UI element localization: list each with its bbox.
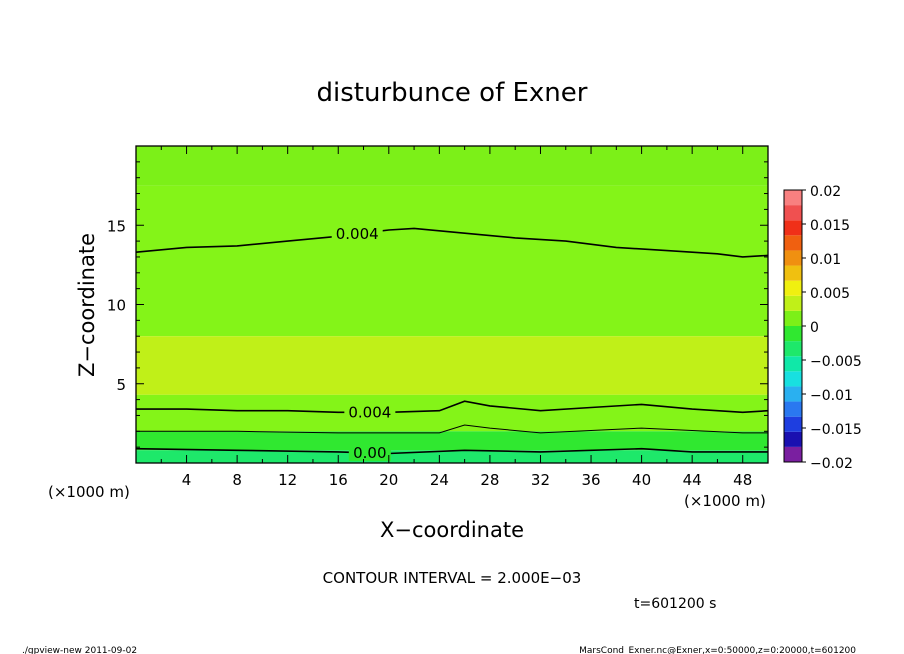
field-band-4 bbox=[136, 431, 768, 451]
x-tick-label-36: 36 bbox=[581, 471, 600, 489]
colorbar-box-0 bbox=[784, 446, 802, 462]
colorbar-box-12 bbox=[784, 265, 802, 281]
x-tick-label-16: 16 bbox=[329, 471, 348, 489]
y-axis-label: Z−coordinate bbox=[75, 233, 99, 377]
colorbar: 0.02 0.015 0.01 0.005 0 −0.005 −0.01 −0.015 −0.0… bbox=[783, 184, 862, 472]
colorbar-labels: 0.02 0.015 0.01 0.005 0 −0.005 −0.01 −0.015 −0.0… bbox=[802, 184, 862, 472]
colorbar-label-4: 0 bbox=[810, 320, 819, 336]
contour-lines bbox=[135, 227, 769, 455]
x-tick-label-40: 40 bbox=[632, 471, 651, 489]
colorbar-box-10 bbox=[784, 295, 802, 311]
field-bands bbox=[136, 146, 768, 463]
colorbar-box-16 bbox=[784, 205, 802, 221]
colorbar-label-5: −0.005 bbox=[810, 354, 862, 370]
contour-label-bg-0 bbox=[331, 225, 383, 242]
x-tick-label-28: 28 bbox=[480, 471, 499, 489]
colorbar-label-2: 0.01 bbox=[810, 252, 841, 268]
contour-label-bg-1 bbox=[344, 404, 396, 421]
y-ticks: 5 10 15 bbox=[107, 161, 768, 448]
contour-line-3 bbox=[135, 447, 768, 455]
colorbar-box-6 bbox=[784, 356, 802, 372]
contour-interval-note: CONTOUR INTERVAL = 2.000E−03 bbox=[323, 569, 582, 587]
colorbar-boxes bbox=[784, 190, 802, 462]
colorbar-label-8: −0.02 bbox=[810, 456, 853, 472]
y-tick-label-15: 15 bbox=[107, 217, 126, 235]
field-band-3 bbox=[136, 394, 768, 432]
colorbar-box-13 bbox=[784, 250, 802, 266]
x-tick-label-32: 32 bbox=[531, 471, 550, 489]
colorbar-label-6: −0.01 bbox=[810, 388, 853, 404]
contour-line-0 bbox=[135, 227, 769, 258]
x-ticks: 4 8 12 16 20 24 28 32 36 40 44 48 bbox=[160, 146, 752, 489]
footer-right: MarsCond_Exner.nc@Exner,x=0:50000,z=0:20… bbox=[579, 646, 856, 654]
x-tick-label-8: 8 bbox=[232, 471, 242, 489]
contour-label-0: 0.004 bbox=[336, 225, 379, 243]
field-band-0 bbox=[136, 146, 768, 186]
x-tick-label-48: 48 bbox=[733, 471, 752, 489]
colorbar-box-15 bbox=[784, 220, 802, 236]
contour-label-3: 0.00 bbox=[353, 444, 386, 462]
time-note: t=601200 s bbox=[634, 596, 716, 612]
x-tick-label-4: 4 bbox=[182, 471, 192, 489]
x-unit-left: (×1000 m) bbox=[48, 483, 130, 501]
colorbar-label-3: 0.005 bbox=[810, 286, 850, 302]
footer-left: ./gpview-new 2011-09-02 bbox=[22, 646, 137, 654]
x-tick-label-20: 20 bbox=[379, 471, 398, 489]
x-tick-label-12: 12 bbox=[278, 471, 297, 489]
colorbar-box-14 bbox=[784, 235, 802, 251]
contour-label-bg-3 bbox=[348, 444, 391, 461]
colorbar-box-9 bbox=[784, 310, 802, 326]
colorbar-box-8 bbox=[784, 326, 802, 342]
chart-title: disturbunce of Exner bbox=[317, 78, 588, 108]
colorbar-box-2 bbox=[784, 416, 802, 432]
x-tick-label-44: 44 bbox=[683, 471, 702, 489]
colorbar-box-17 bbox=[784, 190, 802, 206]
field-band-5 bbox=[136, 450, 768, 463]
colorbar-label-1: 0.015 bbox=[810, 218, 850, 234]
colorbar-box-3 bbox=[784, 401, 802, 417]
y-tick-label-5: 5 bbox=[116, 376, 126, 394]
contour-line-1 bbox=[136, 400, 769, 414]
x-unit-right: (×1000 m) bbox=[684, 492, 766, 510]
contour-label-1: 0.004 bbox=[348, 403, 391, 421]
colorbar-label-7: −0.015 bbox=[810, 422, 862, 438]
colorbar-box-7 bbox=[784, 341, 802, 357]
y-tick-label-10: 10 bbox=[107, 297, 126, 315]
colorbar-box-5 bbox=[784, 371, 802, 387]
colorbar-box-11 bbox=[784, 280, 802, 296]
contour-line-2 bbox=[136, 424, 768, 434]
x-axis-label: X−coordinate bbox=[380, 518, 524, 542]
contour-labels: 0.004 0.004 0.00 bbox=[331, 225, 396, 462]
colorbar-box-1 bbox=[784, 431, 802, 447]
colorbar-box-4 bbox=[784, 386, 802, 402]
field-band-1 bbox=[136, 185, 768, 337]
colorbar-label-0: 0.02 bbox=[810, 184, 841, 200]
x-tick-label-24: 24 bbox=[430, 471, 449, 489]
field-band-2 bbox=[136, 336, 768, 395]
